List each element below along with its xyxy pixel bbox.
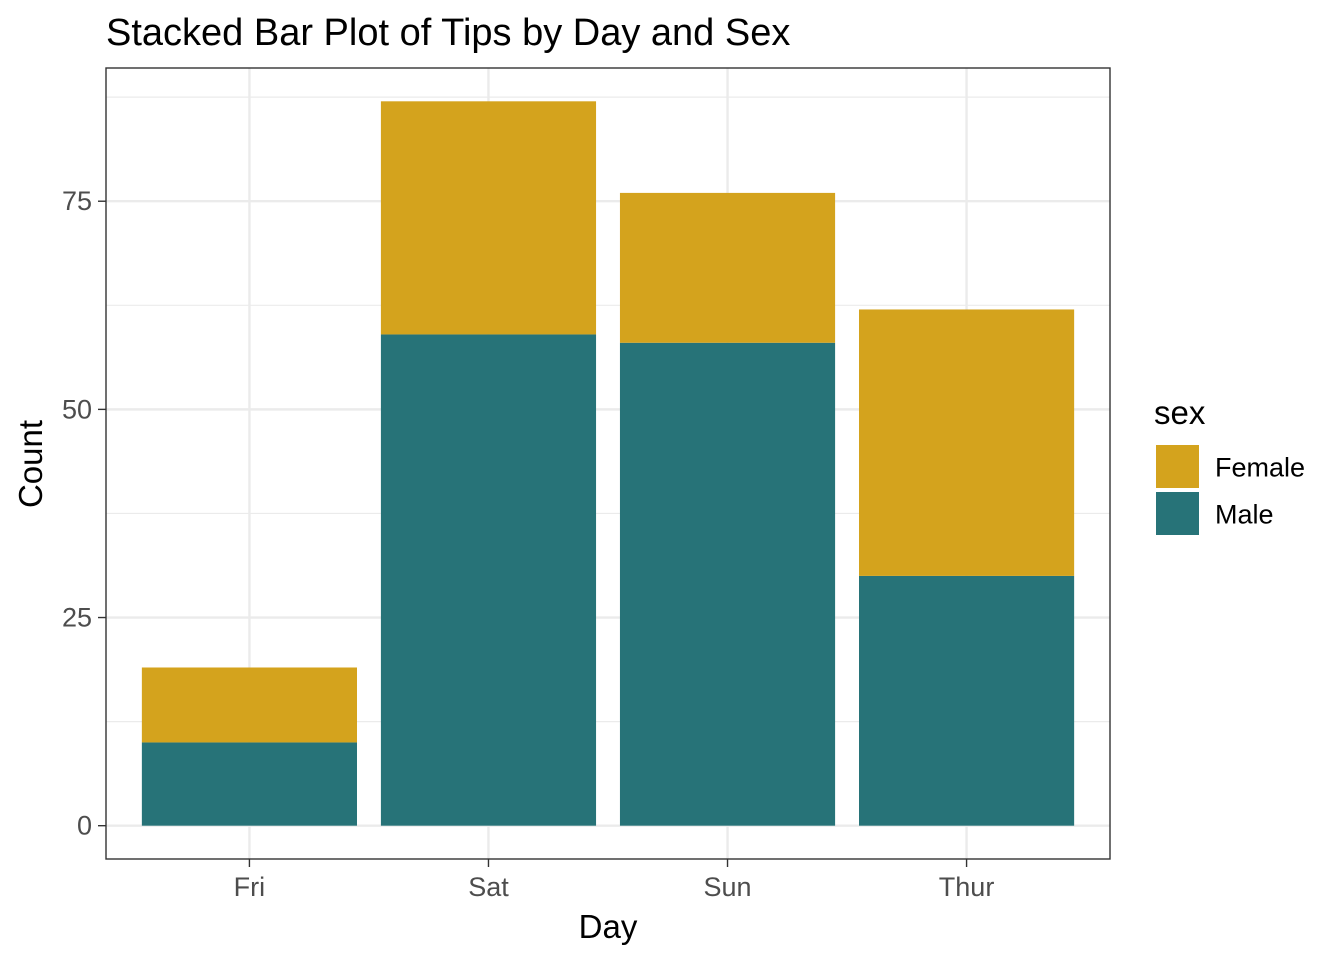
- legend-label-female: Female: [1215, 453, 1305, 483]
- legend: sex Female Male: [1154, 394, 1305, 535]
- y-tick-label: 0: [77, 811, 92, 841]
- bar-fri-female: [141, 667, 357, 743]
- y-axis-title: Count: [12, 420, 49, 508]
- x-tick-label: Sun: [704, 872, 752, 902]
- legend-key-male: [1156, 492, 1199, 535]
- legend-label-male: Male: [1215, 500, 1274, 530]
- x-axis-title: Day: [579, 908, 638, 945]
- y-tick-label: 25: [62, 603, 92, 633]
- bar-fri-male: [141, 742, 357, 826]
- y-tick-label: 75: [62, 186, 92, 216]
- x-tick-label: Fri: [234, 872, 265, 902]
- x-tick-label: Sat: [468, 872, 509, 902]
- bar-thur-female: [859, 309, 1075, 576]
- bar-segments: [141, 101, 1075, 826]
- bar-thur-male: [859, 575, 1075, 826]
- bar-sat-male: [380, 334, 597, 826]
- legend-key-female: [1156, 445, 1199, 488]
- bar-sun-male: [619, 342, 836, 826]
- legend-title: sex: [1154, 394, 1206, 431]
- bar-sat-female: [380, 101, 597, 335]
- bar-sun-female: [619, 192, 836, 343]
- y-tick-label: 50: [62, 394, 92, 424]
- x-tick-label: Thur: [939, 872, 995, 902]
- chart-title: Stacked Bar Plot of Tips by Day and Sex: [106, 12, 790, 54]
- x-axis: Fri Sat Sun Thur: [234, 859, 995, 902]
- plot-panel-border: [105, 67, 1111, 860]
- y-axis: 0 25 50 75: [62, 186, 106, 841]
